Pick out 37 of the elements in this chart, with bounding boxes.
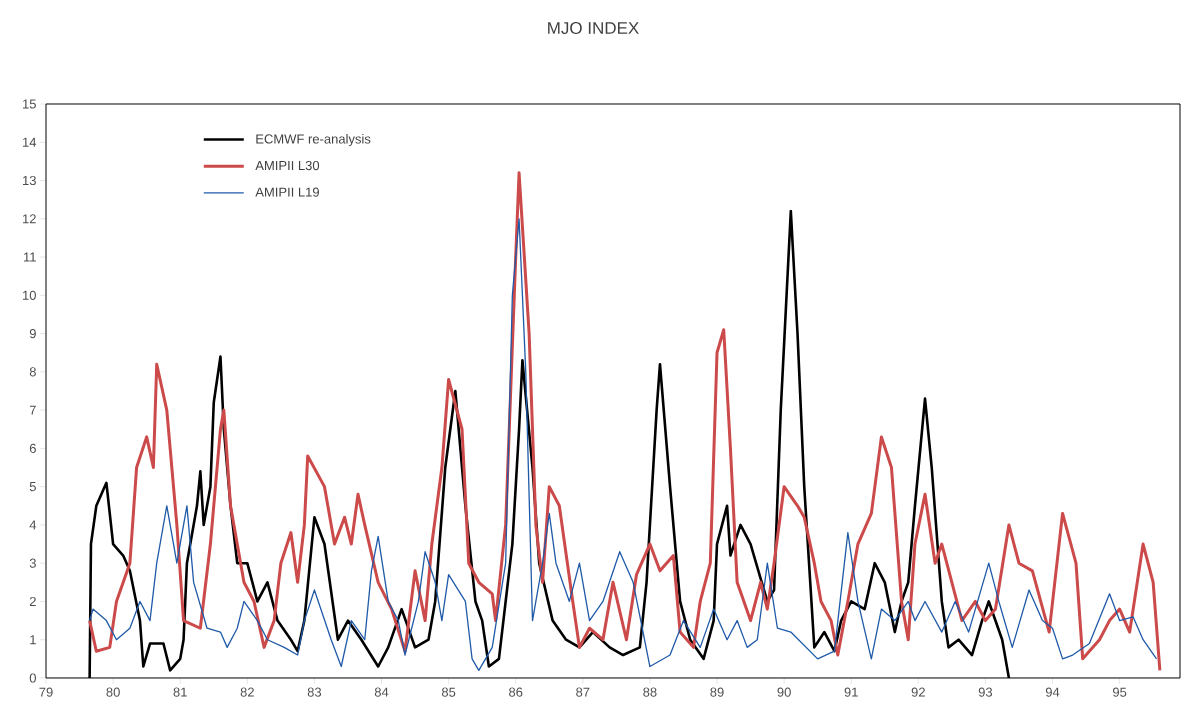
y-tick-label: 10 xyxy=(23,290,36,300)
y-tick-label: 5 xyxy=(29,482,36,492)
x-tick-label: 82 xyxy=(240,687,254,697)
x-tick-label: 81 xyxy=(173,687,187,697)
legend-label: AMIPII L19 xyxy=(255,187,319,197)
x-tick-label: 88 xyxy=(643,687,657,697)
y-tick-label: 3 xyxy=(29,558,36,568)
x-tick-label: 83 xyxy=(307,687,322,697)
x-tick-label: 85 xyxy=(441,687,456,697)
x-tick-label: 95 xyxy=(1112,687,1127,697)
y-tick-label: 2 xyxy=(29,596,36,606)
legend-label: AMIPII L30 xyxy=(255,160,320,171)
y-tick-label: 4 xyxy=(29,520,37,530)
chart-title: MJO INDEX xyxy=(548,21,639,35)
x-tick-label: 89 xyxy=(710,687,724,697)
x-tick-label: 90 xyxy=(777,687,791,697)
x-tick-label: 86 xyxy=(509,687,523,697)
x-tick-label: 87 xyxy=(576,687,590,697)
x-tick-label: 92 xyxy=(911,687,925,697)
y-tick-label: 13 xyxy=(23,175,36,186)
y-tick-label: 12 xyxy=(23,214,36,224)
x-tick-label: 93 xyxy=(978,687,993,697)
y-tick-label: 0 xyxy=(29,673,36,683)
x-tick-label: 79 xyxy=(39,687,53,697)
x-tick-label: 94 xyxy=(1045,687,1060,697)
x-tick-label: 91 xyxy=(844,687,858,697)
legend-label: ECMWF re-analysis xyxy=(256,134,371,147)
y-tick-label: 6 xyxy=(29,443,36,453)
y-tick-label: 14 xyxy=(23,137,37,147)
y-tick-label: 1 xyxy=(30,635,36,645)
y-tick-label: 15 xyxy=(23,99,36,109)
x-tick-label: 80 xyxy=(106,687,120,697)
y-tick-label: 11 xyxy=(23,252,36,262)
x-tick-label: 84 xyxy=(374,687,389,697)
y-tick-label: 8 xyxy=(29,367,36,377)
y-tick-label: 9 xyxy=(29,328,36,339)
y-tick-label: 7 xyxy=(29,405,36,415)
